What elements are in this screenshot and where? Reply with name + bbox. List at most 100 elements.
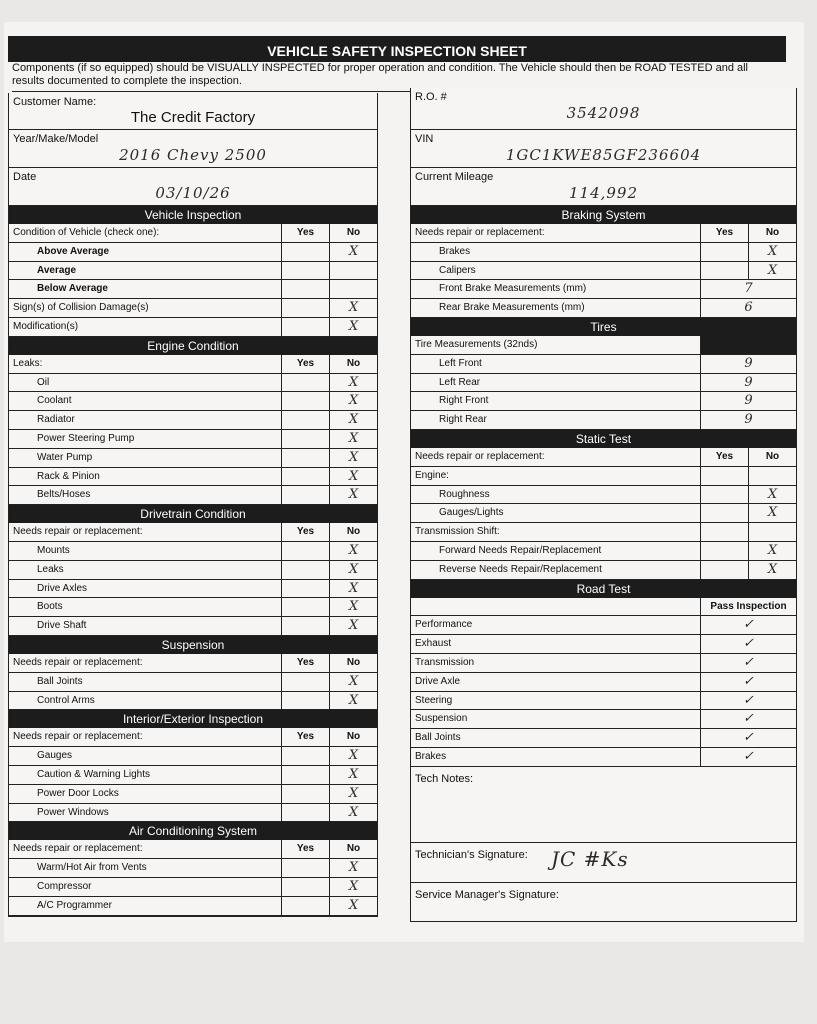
no-checkbox[interactable]: X — [748, 261, 796, 280]
tech-notes-box[interactable]: Tech Notes: — [411, 767, 796, 843]
yes-checkbox[interactable] — [281, 784, 329, 803]
no-checkbox[interactable]: X — [329, 429, 377, 448]
no-checkbox[interactable]: X — [329, 877, 377, 896]
no-checkbox[interactable]: X — [329, 486, 377, 505]
no-checkbox[interactable]: X — [329, 541, 377, 560]
technician-signature-box[interactable]: Technician's Signature: JC #Ks — [411, 843, 796, 883]
no-checkbox[interactable]: X — [329, 747, 377, 765]
yes-checkbox[interactable] — [700, 261, 748, 280]
no-checkbox[interactable]: X — [329, 691, 377, 710]
no-checkbox[interactable]: X — [329, 392, 377, 411]
no-checkbox[interactable] — [329, 261, 377, 280]
technician-signature-label: Technician's Signature: — [415, 848, 528, 861]
yes-checkbox[interactable] — [281, 541, 329, 560]
pass-checkmark[interactable]: ✓ — [700, 710, 796, 729]
yes-checkbox[interactable] — [700, 242, 748, 261]
yes-checkbox[interactable] — [281, 859, 329, 877]
yes-checkbox[interactable] — [281, 747, 329, 765]
section-header-suspension: Suspension — [9, 635, 377, 654]
no-checkbox[interactable] — [329, 280, 377, 299]
no-checkbox[interactable]: X — [329, 617, 377, 635]
field-value[interactable]: 3542098 — [566, 104, 641, 122]
no-checkbox[interactable]: X — [748, 541, 796, 560]
yes-checkbox[interactable] — [281, 242, 329, 261]
yes-checkbox[interactable] — [700, 504, 748, 523]
yes-checkbox[interactable] — [700, 541, 748, 560]
yes-checkbox[interactable] — [281, 598, 329, 617]
pass-checkmark[interactable]: ✓ — [700, 672, 796, 691]
yes-checkbox[interactable] — [281, 896, 329, 915]
field-value[interactable]: The Credit Factory — [130, 109, 256, 126]
yes-checkbox[interactable] — [281, 486, 329, 505]
measurement-value[interactable]: 6 — [700, 299, 796, 317]
yes-checkbox[interactable] — [281, 392, 329, 411]
no-checkbox[interactable]: X — [329, 859, 377, 877]
field-value[interactable]: 2016 Chevy 2500 — [119, 146, 267, 164]
no-checkbox[interactable]: X — [329, 579, 377, 598]
yes-checkbox[interactable] — [281, 429, 329, 448]
checklist-row: Exhaust ✓ — [411, 635, 796, 654]
measurement-value[interactable]: 9 — [700, 373, 796, 392]
no-checkbox[interactable]: X — [329, 242, 377, 261]
measurement-value[interactable]: 7 — [700, 280, 796, 299]
no-checkbox[interactable]: X — [329, 803, 377, 822]
field-value[interactable]: 03/10/26 — [155, 184, 231, 202]
yes-checkbox[interactable] — [700, 485, 748, 504]
yes-checkbox[interactable] — [281, 261, 329, 280]
yes-checkbox[interactable] — [281, 560, 329, 579]
pass-checkmark[interactable]: ✓ — [700, 691, 796, 710]
no-column-header: No — [329, 728, 377, 747]
yes-checkbox[interactable] — [281, 448, 329, 467]
yes-checkbox[interactable] — [281, 280, 329, 299]
no-checkbox[interactable]: X — [329, 765, 377, 784]
no-checkbox[interactable]: X — [329, 672, 377, 691]
no-checkbox[interactable]: X — [329, 784, 377, 803]
yes-checkbox[interactable] — [281, 467, 329, 486]
yes-checkbox[interactable] — [281, 765, 329, 784]
yes-checkbox[interactable] — [281, 411, 329, 429]
no-checkbox[interactable]: X — [748, 504, 796, 523]
no-checkbox[interactable]: X — [329, 373, 377, 392]
pass-checkmark[interactable]: ✓ — [700, 747, 796, 766]
measurement-value[interactable]: 9 — [700, 392, 796, 411]
no-checkbox[interactable]: X — [329, 299, 377, 317]
section-header-road-test: Road Test — [411, 579, 796, 598]
field-value[interactable]: 114,992 — [568, 184, 639, 202]
no-checkbox[interactable] — [748, 523, 796, 541]
yes-checkbox[interactable] — [281, 691, 329, 710]
row-label: Needs repair or replacement: — [415, 227, 545, 238]
yes-checkbox[interactable] — [281, 672, 329, 691]
yes-checkbox[interactable] — [281, 373, 329, 392]
pass-checkmark[interactable]: ✓ — [700, 729, 796, 747]
yes-checkbox[interactable] — [700, 466, 748, 485]
no-checkbox[interactable]: X — [748, 485, 796, 504]
no-checkbox[interactable]: X — [748, 560, 796, 579]
yes-checkbox[interactable] — [281, 617, 329, 635]
pass-checkmark[interactable]: ✓ — [700, 653, 796, 672]
field-value[interactable]: 1GC1KWE85GF236604 — [505, 146, 702, 164]
checklist-row: Average — [9, 261, 377, 281]
pass-checkmark[interactable]: ✓ — [700, 635, 796, 653]
no-checkbox[interactable]: X — [329, 411, 377, 429]
no-checkbox[interactable]: X — [329, 598, 377, 617]
measurement-value[interactable]: 9 — [700, 354, 796, 373]
pass-checkmark[interactable]: ✓ — [700, 616, 796, 635]
yes-checkbox[interactable] — [700, 560, 748, 579]
no-checkbox[interactable] — [748, 466, 796, 485]
yes-checkbox[interactable] — [281, 579, 329, 598]
no-checkbox[interactable]: X — [748, 242, 796, 261]
row-header: Needs repair or replacement: Yes No — [411, 447, 796, 467]
no-checkbox[interactable]: X — [329, 448, 377, 467]
yes-checkbox[interactable] — [281, 803, 329, 822]
row-label: Water Pump — [37, 451, 93, 463]
measurement-value[interactable]: 9 — [700, 411, 796, 429]
no-checkbox[interactable]: X — [329, 467, 377, 486]
yes-checkbox[interactable] — [281, 877, 329, 896]
no-checkbox[interactable]: X — [329, 560, 377, 579]
yes-checkbox[interactable] — [281, 317, 329, 336]
service-manager-signature-box[interactable]: Service Manager's Signature: — [411, 883, 796, 921]
no-checkbox[interactable]: X — [329, 896, 377, 915]
yes-checkbox[interactable] — [281, 299, 329, 317]
no-checkbox[interactable]: X — [329, 317, 377, 336]
yes-checkbox[interactable] — [700, 523, 748, 541]
